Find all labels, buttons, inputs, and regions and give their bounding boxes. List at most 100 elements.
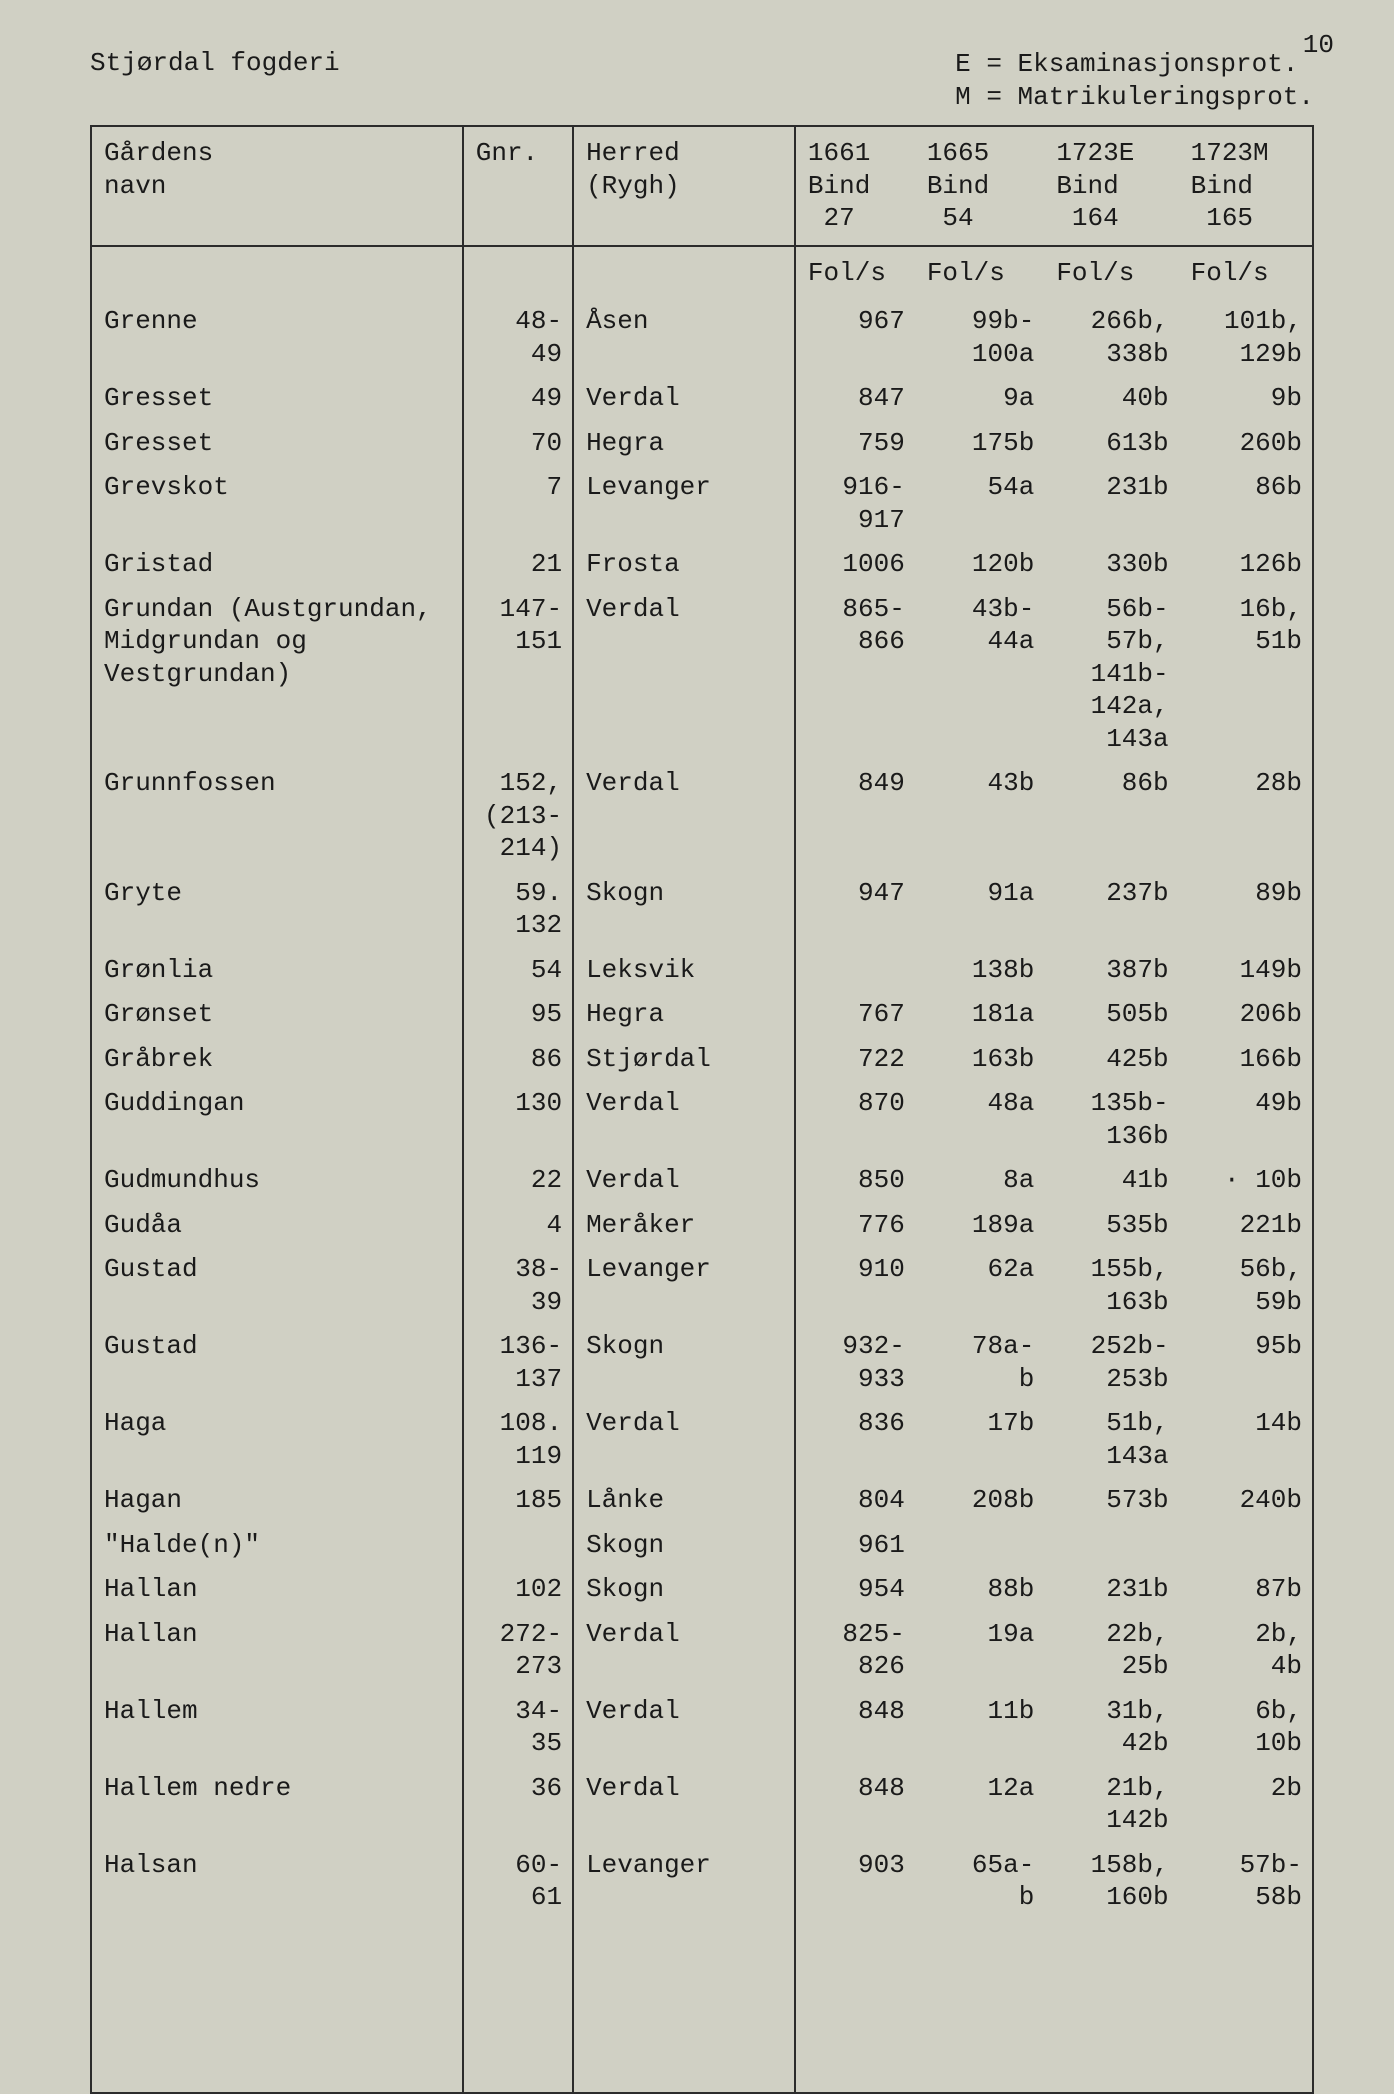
cell-1723e: 573b (1044, 1478, 1178, 1523)
cell-gnr: 185 (463, 1478, 573, 1523)
cell-gnr: 54 (463, 948, 573, 993)
cell-1723e: 51b,143a (1044, 1401, 1178, 1478)
table-row: Gudmundhus22Verdal8508a41b· 10b (91, 1158, 1313, 1203)
cell-1723m: 2b (1179, 1766, 1313, 1843)
table-row: Gråbrek86Stjørdal722163b425b166b (91, 1037, 1313, 1082)
col-header-label: Herred (586, 138, 680, 168)
subheader-blank (573, 246, 795, 300)
cell-herred: Levanger (573, 1843, 795, 1920)
cell-herred: Hegra (573, 421, 795, 466)
cell-1661: 916-917 (795, 465, 915, 542)
col-header-label: 1665 (927, 138, 989, 168)
page-number: 10 (1303, 30, 1334, 60)
cell-1723e: 425b (1044, 1037, 1178, 1082)
cell-name: Grenne (91, 299, 463, 376)
table-body: Grenne48-49Åsen96799b-100a266b,338b101b,… (91, 299, 1313, 2093)
col-header-label: 1661 (808, 138, 870, 168)
filler-cell (1179, 1920, 1313, 2093)
cell-1723m: 101b,129b (1179, 299, 1313, 376)
cell-1665: 65a-b (915, 1843, 1045, 1920)
cell-1665: 43b (915, 761, 1045, 871)
cell-gnr: 48-49 (463, 299, 573, 376)
cell-herred: Verdal (573, 1766, 795, 1843)
cell-gnr (463, 1523, 573, 1568)
cell-herred: Leksvik (573, 948, 795, 993)
cell-herred: Meråker (573, 1203, 795, 1248)
cell-1665: 62a (915, 1247, 1045, 1324)
cell-1723e: 135b-136b (1044, 1081, 1178, 1158)
subheader-fols: Fol/s (1179, 246, 1313, 300)
cell-name: Hallem nedre (91, 1766, 463, 1843)
cell-1665: 208b (915, 1478, 1045, 1523)
cell-1723e: 330b (1044, 542, 1178, 587)
cell-name: Hallem (91, 1689, 463, 1766)
table-filler-row (91, 1920, 1313, 2093)
cell-gnr: 34-35 (463, 1689, 573, 1766)
cell-1723e: 613b (1044, 421, 1178, 466)
cell-1661: 849 (795, 761, 915, 871)
cell-1665: 189a (915, 1203, 1045, 1248)
table-row: Grunnfossen152,(213-214)Verdal84943b86b2… (91, 761, 1313, 871)
cell-1723e: 387b (1044, 948, 1178, 993)
cell-herred: Åsen (573, 299, 795, 376)
cell-name: Grønlia (91, 948, 463, 993)
cell-1665: 138b (915, 948, 1045, 993)
cell-herred: Verdal (573, 1689, 795, 1766)
cell-gnr: 147-151 (463, 587, 573, 762)
cell-1723m: 49b (1179, 1081, 1313, 1158)
table-row: Gresset49Verdal8479a40b9b (91, 376, 1313, 421)
cell-name: Gustad (91, 1247, 463, 1324)
cell-1665: 163b (915, 1037, 1045, 1082)
cell-1665: 88b (915, 1567, 1045, 1612)
cell-name: Gryte (91, 871, 463, 948)
cell-name: Grønset (91, 992, 463, 1037)
cell-gnr: 7 (463, 465, 573, 542)
col-header-1661: 1661 Bind 27 (795, 126, 915, 246)
document-page: 10 Stjørdal fogderi E = Eksaminasjonspro… (0, 0, 1394, 2048)
cell-1661: 870 (795, 1081, 915, 1158)
table-subheader-row: Fol/s Fol/s Fol/s Fol/s (91, 246, 1313, 300)
subheader-fols: Fol/s (1044, 246, 1178, 300)
cell-gnr: 152,(213-214) (463, 761, 573, 871)
cell-name: Grundan (Austgrundan,Midgrundan ogVestgr… (91, 587, 463, 762)
cell-1723e: 22b,25b (1044, 1612, 1178, 1689)
cell-1661: 1006 (795, 542, 915, 587)
cell-1661: 722 (795, 1037, 915, 1082)
cell-gnr: 22 (463, 1158, 573, 1203)
col-header-label: Bind (1056, 171, 1118, 201)
cell-1661: 954 (795, 1567, 915, 1612)
cell-name: Hagan (91, 1478, 463, 1523)
cell-herred: Verdal (573, 1081, 795, 1158)
col-header-herred: Herred (Rygh) (573, 126, 795, 246)
cell-1661: 910 (795, 1247, 915, 1324)
cell-gnr: 130 (463, 1081, 573, 1158)
subheader-fols: Fol/s (795, 246, 915, 300)
cell-1723e: 535b (1044, 1203, 1178, 1248)
table-row: "Halde(n)"Skogn961 (91, 1523, 1313, 1568)
cell-1723e: 158b,160b (1044, 1843, 1178, 1920)
cell-herred: Verdal (573, 587, 795, 762)
cell-1723m: 16b,51b (1179, 587, 1313, 762)
cell-1665: 120b (915, 542, 1045, 587)
cell-gnr: 49 (463, 376, 573, 421)
cell-name: Gristad (91, 542, 463, 587)
cell-gnr: 21 (463, 542, 573, 587)
cell-gnr: 108.119 (463, 1401, 573, 1478)
cell-herred: Lånke (573, 1478, 795, 1523)
cell-herred: Skogn (573, 1324, 795, 1401)
page-title: Stjørdal fogderi (90, 48, 340, 78)
cell-1661: 947 (795, 871, 915, 948)
cell-1661: 776 (795, 1203, 915, 1248)
col-header-label: 164 (1072, 203, 1119, 233)
cell-1661: 865-866 (795, 587, 915, 762)
col-header-label: (Rygh) (586, 171, 680, 201)
cell-1723m: 206b (1179, 992, 1313, 1037)
subheader-fols: Fol/s (915, 246, 1045, 300)
cell-herred: Verdal (573, 1401, 795, 1478)
cell-name: Hallan (91, 1612, 463, 1689)
cell-gnr: 36 (463, 1766, 573, 1843)
cell-gnr: 86 (463, 1037, 573, 1082)
filler-cell (91, 1920, 463, 2093)
cell-herred: Skogn (573, 871, 795, 948)
cell-1723e: 40b (1044, 376, 1178, 421)
